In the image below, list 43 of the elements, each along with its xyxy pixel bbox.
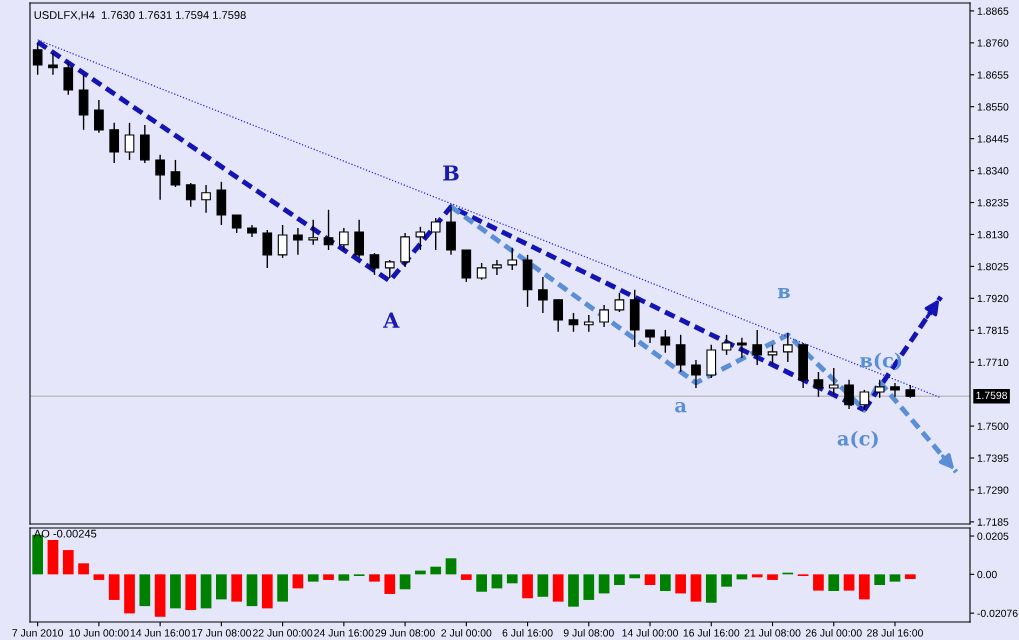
x-tick-label: 14 Jun 16:00	[130, 629, 190, 637]
x-tick-label: 2 Jul 00:00	[441, 628, 492, 637]
y-tick-label: 1.7920	[977, 294, 1009, 303]
annotation: в(c)	[860, 352, 902, 371]
annotation: a	[675, 401, 687, 413]
x-tick-label: 10 Jun 00:00	[69, 629, 129, 637]
annotation: A	[383, 312, 400, 328]
x-tick-label: 21 Jul 08:00	[744, 628, 801, 637]
x-tick-label: 29 Jun 08:00	[375, 629, 435, 637]
y-tick-label: -0.02076	[977, 609, 1018, 618]
x-tick-label: 17 Jun 08:00	[192, 629, 252, 637]
y-tick-label: 1.7395	[977, 454, 1009, 462]
y-tick-label: 1.7500	[977, 422, 1009, 430]
y-tick-label: 1.7815	[977, 326, 1009, 335]
y-tick-label: 1.8865	[977, 7, 1009, 15]
x-tick-label: 7 Jun 2010	[12, 629, 64, 637]
text: USDLFX,H4 1.7630 1.7631 1.7594 1.7598	[34, 11, 246, 21]
ref-line-label: 1.7598	[976, 391, 1008, 400]
y-tick-label: 1.7290	[977, 486, 1009, 494]
chart-title: AO -0.00245	[33, 529, 97, 538]
x-tick-label: 22 Jun 00:00	[253, 629, 313, 637]
x-tick-label: 14 Jul 00:00	[622, 628, 679, 637]
y-tick-label: 1.8550	[977, 103, 1009, 111]
y-tick-label: 1.8760	[977, 39, 1009, 47]
y-tick-label: 1.8025	[977, 262, 1009, 271]
y-tick-label: 1.7185	[977, 518, 1009, 526]
y-tick-label: 1.8235	[977, 199, 1009, 207]
x-tick-label: 28 Jul 16:00	[867, 628, 923, 637]
x-tick-label: 9 Jul 08:00	[563, 628, 614, 637]
x-tick-label: 24 Jun 16:00	[314, 629, 374, 637]
annotation: в	[777, 288, 790, 299]
y-tick-label: 1.8340	[977, 167, 1009, 175]
y-tick-label: 1.8130	[977, 230, 1009, 239]
annotation: a(c)	[837, 430, 878, 449]
y-tick-label: 0.00	[977, 570, 997, 579]
annotation: B	[443, 165, 459, 181]
y-tick-label: 1.8655	[977, 71, 1009, 79]
y-tick-label: 0.0205	[977, 532, 1009, 540]
y-tick-label: 1.7710	[977, 358, 1009, 367]
y-tick-label: 1.8445	[977, 135, 1009, 143]
x-tick-label: 16 Jul 16:00	[683, 628, 740, 637]
x-tick-label: 6 Jul 16:00	[502, 628, 553, 637]
x-tick-label: 26 Jul 00:00	[805, 628, 862, 637]
